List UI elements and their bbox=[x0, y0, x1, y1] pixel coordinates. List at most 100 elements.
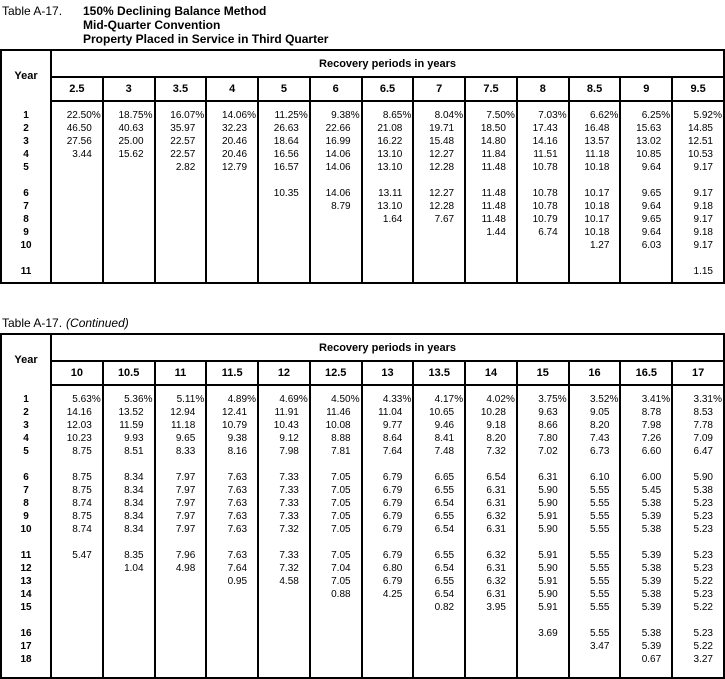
value-cell: 3.75% bbox=[515, 393, 569, 406]
continued-marker: (Continued) bbox=[66, 316, 129, 330]
value-cell-empty bbox=[464, 458, 517, 471]
value-cell: 9.65 bbox=[153, 432, 207, 445]
value-cell: 5.91 bbox=[515, 549, 569, 562]
value-cell bbox=[412, 265, 466, 278]
value-cell bbox=[360, 627, 414, 640]
year-cell: 2 bbox=[1, 122, 52, 135]
value-cell-empty bbox=[205, 458, 259, 471]
value-cell-empty bbox=[567, 614, 621, 627]
value-cell: 6.79 bbox=[360, 575, 414, 588]
percent-sign: % bbox=[661, 110, 671, 121]
value-cell-empty bbox=[671, 278, 724, 283]
value-cell-empty bbox=[153, 536, 207, 549]
value-cell-empty bbox=[101, 385, 155, 393]
value-cell-empty bbox=[153, 278, 207, 283]
value-cell: 5.90 bbox=[515, 588, 569, 601]
value-cell: 4.33% bbox=[360, 393, 414, 406]
value-cell: 16.99 bbox=[308, 135, 362, 148]
value-cell: 10.18 bbox=[567, 161, 621, 174]
year-cell-empty bbox=[1, 614, 52, 627]
value-cell: 6.65 bbox=[412, 471, 466, 484]
value-cell: 10.17 bbox=[567, 187, 621, 200]
value-cell: 7.48 bbox=[412, 445, 466, 458]
value-cell bbox=[153, 200, 207, 213]
column-header-5: 5 bbox=[257, 77, 310, 102]
value-cell bbox=[360, 653, 414, 666]
value-cell bbox=[101, 640, 155, 653]
value-cell: 11.48 bbox=[464, 187, 517, 200]
value-cell-empty bbox=[515, 278, 569, 283]
year-cell: 6 bbox=[1, 187, 52, 200]
table-row: 17 3.47 5.39 5.22 bbox=[1, 640, 724, 653]
value-cell: 6.31 bbox=[464, 484, 517, 497]
value-cell: 7.33 bbox=[257, 471, 310, 484]
value-cell bbox=[205, 640, 259, 653]
value-cell: 7.09 bbox=[671, 432, 724, 445]
table-row: 7 8.79 13.10 12.28 11.48 10.78 10.18 9.64 9.18 bbox=[1, 200, 724, 213]
value-cell-empty bbox=[153, 458, 207, 471]
year-cell: 8 bbox=[1, 213, 52, 226]
value-cell bbox=[412, 627, 466, 640]
value-cell: 12.94 bbox=[153, 406, 207, 419]
value-cell: 5.39 bbox=[619, 510, 673, 523]
continued-table-header: Table A-17. (Continued) bbox=[0, 316, 725, 331]
value-cell-empty bbox=[308, 101, 362, 109]
value-cell: 4.02% bbox=[464, 393, 517, 406]
value-cell bbox=[308, 265, 362, 278]
year-cell: 11 bbox=[1, 549, 52, 562]
value-cell: 10.18 bbox=[567, 200, 621, 213]
value-cell-empty bbox=[101, 614, 155, 627]
value-cell: 13.11 bbox=[360, 187, 414, 200]
value-cell: 14.80 bbox=[464, 135, 517, 148]
value-cell: 46.50 bbox=[66, 123, 92, 134]
value-cell: 6.55 bbox=[412, 575, 466, 588]
value-cell-empty bbox=[464, 101, 517, 109]
value-cell-empty bbox=[360, 666, 414, 678]
value-cell: 5.55 bbox=[567, 627, 621, 640]
column-header-17: 17 bbox=[671, 361, 724, 386]
value-cell: 6.00 bbox=[619, 471, 673, 484]
column-header-3: 3 bbox=[101, 77, 155, 102]
value-cell: 7.05 bbox=[308, 484, 362, 497]
value-cell bbox=[257, 265, 310, 278]
value-cell: 11.59 bbox=[101, 419, 155, 432]
value-cell-empty bbox=[515, 536, 569, 549]
value-cell-empty bbox=[257, 458, 310, 471]
value-cell-empty bbox=[257, 101, 310, 109]
value-cell-empty bbox=[257, 536, 310, 549]
column-header-16: 16 bbox=[567, 361, 621, 386]
value-cell: 9.18 bbox=[671, 226, 724, 239]
value-cell: 9.38 bbox=[205, 432, 259, 445]
value-cell-empty bbox=[515, 458, 569, 471]
column-header-10.5: 10.5 bbox=[101, 361, 155, 386]
value-cell: 5.11% bbox=[153, 393, 207, 406]
percent-sign: % bbox=[350, 394, 360, 405]
value-cell: 13.57 bbox=[567, 135, 621, 148]
value-cell-empty bbox=[51, 278, 103, 283]
value-cell bbox=[51, 187, 103, 200]
column-header-13.5: 13.5 bbox=[412, 361, 466, 386]
value-cell: 8.34 bbox=[101, 471, 155, 484]
percent-sign: % bbox=[143, 110, 153, 121]
value-cell: 14.06 bbox=[308, 161, 362, 174]
value-cell-empty bbox=[153, 174, 207, 187]
percent-sign: % bbox=[609, 394, 619, 405]
value-cell: 5.22 bbox=[671, 640, 724, 653]
value-cell: 5.55 bbox=[567, 484, 621, 497]
value-cell: 6.47 bbox=[671, 445, 724, 458]
table-row: 1 22.50% 18.75% 16.07% 14.06% 11.25% 9.38% 8.65… bbox=[1, 109, 724, 122]
value-cell-empty bbox=[257, 174, 310, 187]
value-cell bbox=[257, 226, 310, 239]
value-cell: 6.03 bbox=[619, 239, 673, 252]
value-cell-empty bbox=[101, 101, 155, 109]
value-cell: 9.18 bbox=[671, 200, 724, 213]
value-cell bbox=[515, 265, 569, 278]
value-cell: 7.50% bbox=[464, 109, 517, 122]
value-cell: 11.48 bbox=[464, 200, 517, 213]
percent-sign: % bbox=[713, 394, 722, 405]
value-cell-empty bbox=[619, 252, 673, 265]
value-cell bbox=[308, 627, 362, 640]
value-cell bbox=[153, 187, 207, 200]
table-row: 9 8.75 8.34 7.97 7.63 7.33 7.05 6.79 6.55 6.32 5.9… bbox=[1, 510, 724, 523]
value-cell: 3.41% bbox=[619, 393, 673, 406]
